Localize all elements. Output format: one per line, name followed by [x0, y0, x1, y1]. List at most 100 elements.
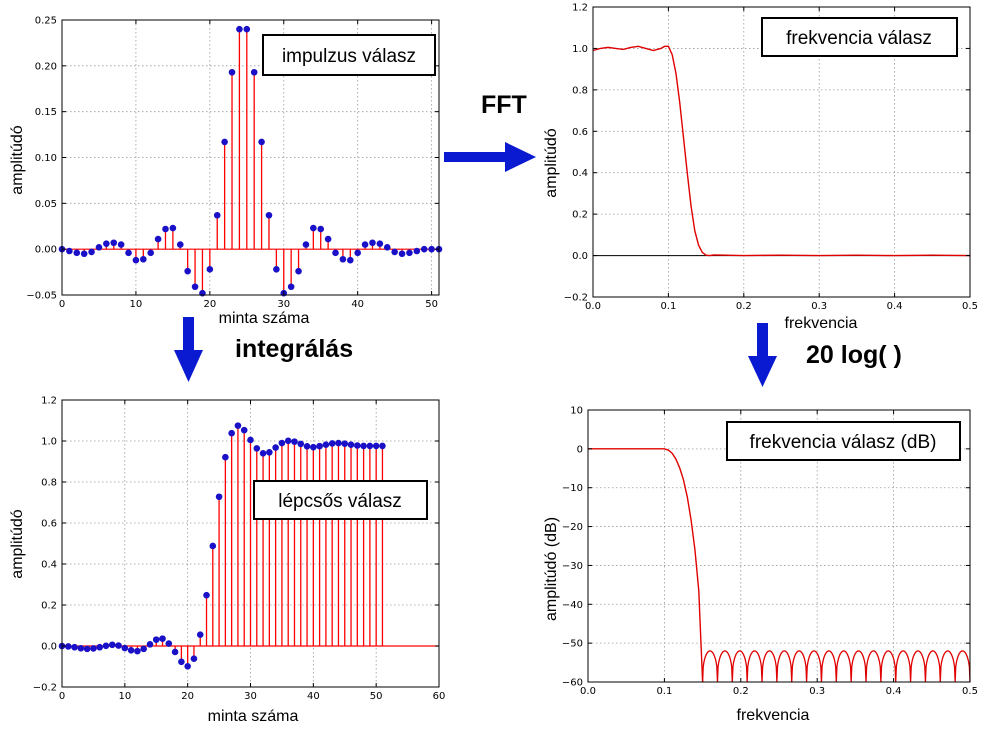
stem-marker: [146, 641, 154, 648]
stem-marker: [169, 224, 177, 232]
stem-marker: [398, 250, 406, 258]
integral-arrow: [174, 317, 203, 382]
freq-ylabel: amplitúdó: [543, 128, 560, 197]
stem-marker: [127, 647, 135, 654]
stem-marker: [291, 438, 298, 445]
x-tick-label: 60: [433, 691, 446, 702]
stem-marker: [366, 442, 374, 450]
frequency-response-chart: 0.0 0.1 0.2 0.3 0.4 0.5−0.20.00.20.40.60.81.0…: [543, 3, 978, 333]
x-tick-label: 0.3: [809, 686, 825, 697]
stem-marker: [328, 440, 336, 447]
step-ylabel: amplitúdó: [9, 509, 26, 578]
x-tick-label: 0.3: [811, 301, 827, 312]
stem-marker: [265, 211, 273, 219]
stem-marker: [152, 636, 160, 643]
stem-marker: [406, 249, 413, 257]
step-xlabel: minta száma: [208, 708, 299, 725]
stem-marker: [287, 283, 295, 291]
x-tick-label: 40: [351, 299, 364, 310]
stem-marker: [117, 241, 125, 248]
stem-marker: [215, 493, 223, 501]
y-tick-label: −10: [562, 483, 583, 494]
y-tick-label: −0.2: [33, 683, 57, 694]
freq-ticks: 0.0 0.1 0.2 0.3 0.4 0.5−0.20.00.20.40.60.81.0…: [564, 3, 978, 313]
y-tick-label: 0.2: [41, 601, 57, 612]
stem-marker: [376, 240, 384, 247]
stem-marker: [303, 443, 311, 450]
stem-marker: [147, 249, 155, 257]
x-tick-label: 0.5: [962, 686, 978, 697]
stem-marker: [240, 426, 248, 434]
stem-marker: [339, 255, 347, 263]
stem-marker: [253, 445, 261, 452]
step-stems: [58, 422, 439, 670]
y-tick-label: −40: [562, 600, 583, 611]
stem-marker: [234, 422, 242, 429]
y-tick-label: 0.8: [572, 85, 588, 96]
stem-marker: [196, 631, 204, 639]
y-tick-label: 0.05: [35, 199, 57, 210]
stem-marker: [369, 239, 376, 247]
stem-marker: [209, 542, 217, 550]
stem-marker: [346, 256, 354, 264]
log-arrow: [748, 323, 777, 387]
freq-curve: [592, 45, 971, 257]
stem-marker: [310, 443, 317, 451]
x-tick-label: 20: [203, 299, 216, 310]
step-ticks: 0 10 20 30 40 50 60 −0.2 0.0 0.2 0.4 0.6 0.8 1.0 1.2: [33, 396, 446, 703]
stem-marker: [115, 642, 122, 649]
stem-marker: [354, 442, 361, 449]
stem-marker: [310, 224, 317, 232]
stem-marker: [121, 644, 129, 652]
fft-arrow: [444, 142, 536, 172]
stem-marker: [90, 645, 97, 652]
stem-marker: [102, 642, 110, 650]
y-tick-label: 0.2: [572, 210, 588, 221]
stem-marker: [247, 436, 254, 444]
stem-marker: [391, 248, 398, 256]
x-tick-label: 0.1: [656, 686, 672, 697]
freq-legend-text: frekvencia válasz: [786, 28, 932, 49]
y-tick-label: 1.2: [572, 3, 588, 14]
y-tick-label: 0.6: [41, 519, 57, 530]
stem-marker: [184, 267, 191, 275]
step-response-chart: 0 10 20 30 40 50 60 −0.2 0.0 0.2 0.4 0.6 0.8 1.0 1.2 l…: [9, 396, 445, 726]
impulse-xlabel: minta száma: [219, 310, 310, 327]
stem-marker: [228, 429, 235, 437]
x-tick-label: 0.1: [660, 301, 676, 312]
stem-marker: [154, 235, 162, 243]
stem-marker: [428, 245, 435, 253]
stem-marker: [88, 248, 95, 256]
stem-marker: [165, 640, 173, 647]
x-tick-label: 0.0: [580, 686, 596, 697]
x-tick-label: 0.4: [887, 301, 903, 312]
stem-marker: [250, 68, 258, 76]
stem-marker: [236, 25, 243, 33]
stem-marker: [420, 245, 428, 253]
stem-marker: [159, 635, 166, 642]
x-tick-label: 0.5: [962, 301, 978, 312]
x-tick-label: 20: [181, 691, 194, 702]
impulse-legend-text: impulzus válasz: [282, 46, 416, 67]
stem-marker: [162, 225, 169, 233]
x-tick-label: 30: [277, 299, 290, 310]
y-tick-label: −60: [562, 678, 583, 689]
stem-marker: [213, 211, 221, 219]
stem-marker: [372, 442, 380, 450]
freqdb-legend-text: frekvencia válasz (dB): [750, 432, 937, 453]
stem-marker: [347, 441, 355, 448]
stem-marker: [190, 655, 198, 663]
freq-legend-box: frekvencia válasz: [761, 17, 958, 57]
stem-marker: [203, 591, 210, 599]
step-legend-text: lépcsős válasz: [278, 491, 402, 512]
stem-marker: [80, 250, 88, 258]
impulse-ylabel: amplitúdó: [9, 125, 26, 194]
impulse-ticks: 0 10 20 30 40 50 −0.05 0.00 0.05 0.10 0.15 0.20 0.25: [26, 16, 439, 310]
response-curve: [588, 448, 704, 683]
stem-marker: [66, 247, 73, 255]
response-curve: [592, 45, 971, 257]
x-tick-label: 0.2: [736, 301, 752, 312]
stem-marker: [191, 283, 199, 291]
stem-marker: [335, 439, 342, 447]
